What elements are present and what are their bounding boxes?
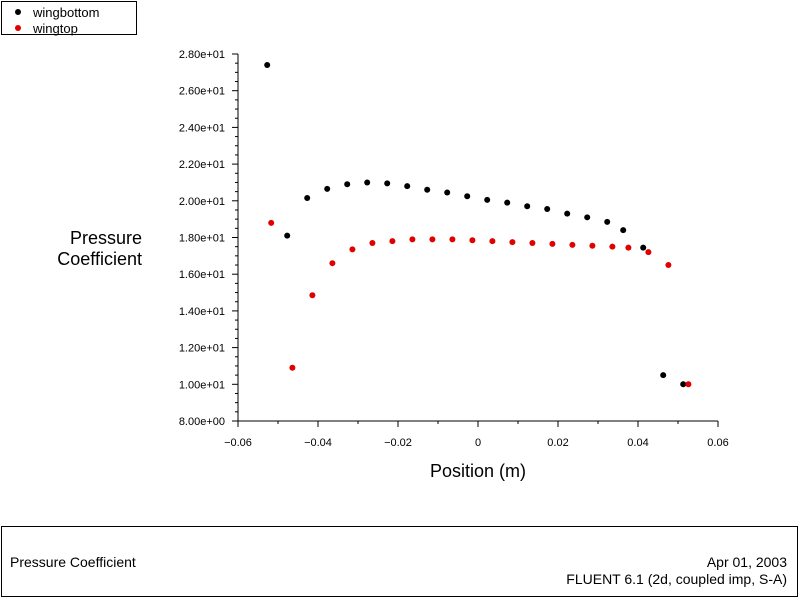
- footer-date: Apr 01, 2003: [706, 554, 787, 570]
- data-point-wingtop: [549, 240, 556, 247]
- data-point-wingtop: [289, 364, 296, 371]
- y-axis: 8.00e+00 1.00e+01 1.20e+01 1.40e+01 1.60e+01…: [179, 49, 239, 428]
- data-point-wingtop: [369, 240, 376, 247]
- data-point-wingbottom: [680, 381, 687, 388]
- data-point-wingtop: [469, 237, 476, 244]
- data-points: [264, 62, 692, 388]
- data-point-wingbottom: [464, 193, 471, 200]
- data-point-wingbottom: [604, 218, 611, 225]
- pressure-coefficient-chart: 8.00e+00 1.00e+01 1.20e+01 1.40e+01 1.60e+01…: [57, 49, 729, 481]
- footer-plot-name: Pressure Coefficient: [10, 554, 136, 570]
- y-tick-label: 2.40e+01: [179, 122, 225, 134]
- data-point-wingbottom: [640, 244, 647, 251]
- y-tick-label: 1.60e+01: [179, 269, 225, 281]
- x-tick-label: −0.02: [384, 437, 412, 449]
- data-point-wingbottom: [404, 183, 411, 190]
- data-point-wingbottom: [284, 232, 291, 239]
- y-tick-label: 2.00e+01: [179, 196, 225, 208]
- data-point-wingtop: [685, 381, 692, 388]
- x-tick-label: 0.02: [547, 437, 568, 449]
- data-point-wingbottom: [660, 372, 667, 379]
- y-tick-label: 1.40e+01: [179, 306, 225, 318]
- data-point-wingtop: [309, 292, 316, 299]
- data-point-wingtop: [509, 239, 516, 246]
- x-axis: −0.06 −0.04 −0.02 0 0.02 0.04 0.06: [224, 420, 729, 449]
- x-tick-label: 0.04: [627, 437, 648, 449]
- data-point-wingtop: [665, 262, 672, 269]
- x-tick-label: 0: [475, 437, 481, 449]
- y-tick-label: 2.80e+01: [179, 49, 225, 61]
- data-point-wingbottom: [584, 214, 591, 221]
- data-point-wingbottom: [364, 179, 371, 186]
- y-tick-label: 1.20e+01: [179, 343, 225, 355]
- data-point-wingtop: [569, 241, 576, 248]
- data-point-wingtop: [429, 236, 436, 243]
- legend-item-wingtop: wingtop: [2, 20, 78, 36]
- y-tick-label: 2.60e+01: [179, 86, 225, 98]
- data-point-wingtop: [489, 238, 496, 245]
- data-point-wingtop: [589, 242, 596, 249]
- x-tick-label: −0.04: [304, 437, 332, 449]
- data-point-wingbottom: [524, 203, 531, 210]
- legend-label-wingtop: wingtop: [33, 20, 78, 36]
- data-point-wingbottom: [344, 181, 351, 188]
- y-axis-title-line-1: Pressure: [70, 228, 142, 248]
- data-point-wingtop: [329, 260, 336, 267]
- y-axis-title-line-2: Coefficient: [57, 249, 142, 269]
- data-point-wingbottom: [484, 196, 491, 203]
- data-point-wingbottom: [304, 195, 311, 202]
- footer-info-box: Pressure Coefficient Apr 01, 2003 FLUENT…: [1, 526, 798, 597]
- data-point-wingtop: [609, 243, 616, 250]
- data-point-wingtop: [529, 240, 536, 247]
- data-point-wingtop: [268, 219, 275, 226]
- data-point-wingbottom: [564, 210, 571, 217]
- legend-label-wingbottom: wingbottom: [33, 4, 100, 20]
- data-point-wingbottom: [264, 62, 271, 69]
- legend-item-wingbottom: wingbottom: [2, 4, 99, 20]
- data-point-wingtop: [645, 249, 652, 256]
- legend-marker-wingbottom: [15, 9, 21, 15]
- data-point-wingbottom: [324, 185, 331, 192]
- y-tick-label: 2.20e+01: [179, 159, 225, 171]
- data-point-wingbottom: [544, 206, 551, 213]
- data-point-wingtop: [625, 244, 632, 251]
- data-point-wingtop: [349, 246, 356, 253]
- data-point-wingbottom: [424, 186, 431, 193]
- y-tick-label: 1.00e+01: [179, 379, 225, 391]
- legend-marker-wingtop: [15, 25, 21, 31]
- footer-solver-info: FLUENT 6.1 (2d, coupled imp, S-A): [566, 571, 787, 587]
- y-tick-label: 8.00e+00: [179, 416, 225, 428]
- x-tick-label: 0.06: [707, 437, 728, 449]
- x-axis-title: Position (m): [430, 461, 526, 481]
- data-point-wingtop: [409, 236, 416, 243]
- y-tick-label: 1.80e+01: [179, 233, 225, 245]
- data-point-wingbottom: [384, 180, 391, 187]
- data-point-wingbottom: [620, 227, 627, 234]
- x-tick-label: −0.06: [224, 437, 252, 449]
- data-point-wingbottom: [504, 199, 511, 206]
- legend: wingbottom wingtop: [1, 1, 137, 35]
- data-point-wingbottom: [444, 189, 451, 196]
- data-point-wingtop: [449, 236, 456, 243]
- data-point-wingtop: [389, 238, 396, 245]
